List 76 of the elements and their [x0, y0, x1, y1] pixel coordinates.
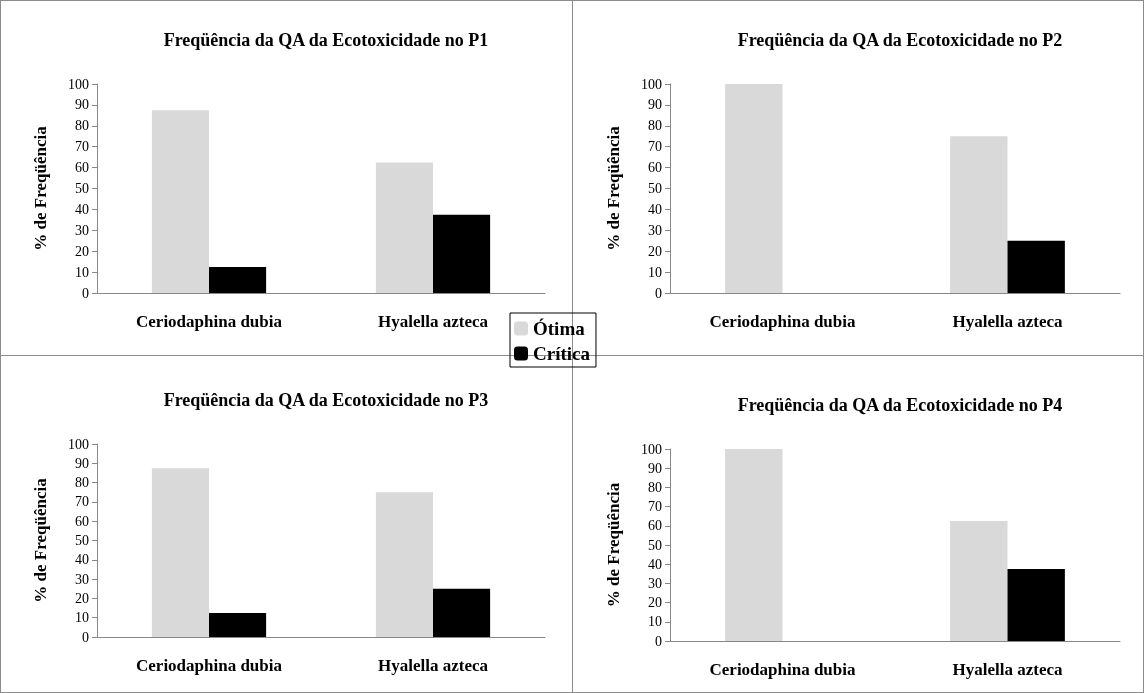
y-tick-label: 60 [75, 513, 89, 529]
bar [151, 110, 209, 293]
bar [209, 612, 267, 637]
y-tick-label: 60 [75, 160, 89, 176]
y-tick-label: 90 [75, 97, 89, 113]
y-tick-label: 70 [75, 494, 89, 510]
y-tick-label: 20 [75, 243, 89, 259]
y-tick-label: 80 [648, 479, 662, 495]
y-tick-label: 10 [75, 610, 89, 626]
y-tick-label: 10 [75, 264, 89, 280]
bar [1007, 569, 1065, 641]
y-tick-label: 90 [75, 455, 89, 471]
y-tick-label: 0 [82, 285, 89, 301]
x-tick-label: Ceriodaphina dubia [709, 660, 856, 679]
chart-title: Freqüência da QA da Ecotoxicidade no P1 [163, 30, 489, 50]
x-tick-label: Ceriodaphina dubia [709, 312, 856, 331]
y-tick-label: 100 [641, 441, 662, 457]
y-tick-label: 100 [641, 76, 662, 92]
y-tick-label: 40 [75, 552, 89, 568]
y-tick-label: 90 [648, 97, 662, 113]
y-tick-label: 20 [75, 590, 89, 606]
chart-title: Freqüência da QA da Ecotoxicidade no P2 [737, 30, 1063, 50]
bar [950, 521, 1008, 641]
bar [375, 492, 433, 637]
y-axis-title: % de Freqüência [31, 477, 50, 603]
y-tick-label: 50 [648, 537, 662, 553]
y-tick-label: 70 [648, 499, 662, 515]
y-tick-label: 80 [648, 118, 662, 134]
y-tick-label: 0 [655, 285, 662, 301]
y-tick-label: 70 [75, 139, 89, 155]
y-tick-label: 40 [648, 201, 662, 217]
chart-title: Freqüência da QA da Ecotoxicidade no P4 [737, 395, 1063, 415]
bar [1007, 240, 1065, 293]
bar [433, 214, 491, 293]
x-tick-label: Hyalella azteca [378, 312, 489, 331]
x-tick-label: Ceriodaphina dubia [136, 312, 283, 331]
chart-title: Freqüência da QA da Ecotoxicidade no P3 [163, 390, 489, 410]
x-tick-label: Hyalella azteca [378, 656, 489, 675]
y-tick-label: 40 [648, 556, 662, 572]
y-tick-label: 40 [75, 201, 89, 217]
y-tick-label: 50 [75, 181, 89, 196]
y-axis-title: % de Freqüência [604, 482, 623, 608]
y-tick-label: 60 [648, 518, 662, 534]
y-tick-label: 50 [75, 533, 89, 548]
x-tick-label: Hyalella azteca [952, 312, 1063, 331]
y-axis-title: % de Freqüência [604, 125, 623, 251]
y-tick-label: 50 [648, 181, 662, 196]
y-tick-label: 0 [82, 629, 89, 645]
y-tick-label: 30 [75, 222, 89, 238]
legend-label: Crítica [533, 343, 591, 364]
bar [209, 266, 267, 293]
y-tick-label: 90 [648, 460, 662, 476]
bar [433, 588, 491, 637]
y-tick-label: 10 [648, 264, 662, 280]
y-tick-label: 70 [648, 139, 662, 155]
y-tick-label: 0 [655, 633, 662, 649]
legend-label: Ótima [533, 318, 586, 339]
y-tick-label: 60 [648, 160, 662, 176]
bar [950, 136, 1008, 293]
y-tick-label: 100 [68, 436, 89, 452]
x-tick-label: Ceriodaphina dubia [136, 656, 283, 675]
y-tick-label: 80 [75, 118, 89, 134]
y-axis-title: % de Freqüência [31, 125, 50, 251]
y-tick-label: 80 [75, 475, 89, 491]
bar [151, 468, 209, 637]
bar [725, 449, 783, 641]
y-tick-label: 30 [648, 222, 662, 238]
y-tick-label: 20 [648, 595, 662, 611]
y-tick-label: 100 [68, 76, 89, 92]
y-tick-label: 20 [648, 243, 662, 259]
y-tick-label: 30 [75, 571, 89, 587]
y-tick-label: 30 [648, 575, 662, 591]
x-tick-label: Hyalella azteca [952, 660, 1063, 679]
y-tick-label: 10 [648, 614, 662, 630]
bar [375, 162, 433, 293]
bar [725, 84, 783, 293]
